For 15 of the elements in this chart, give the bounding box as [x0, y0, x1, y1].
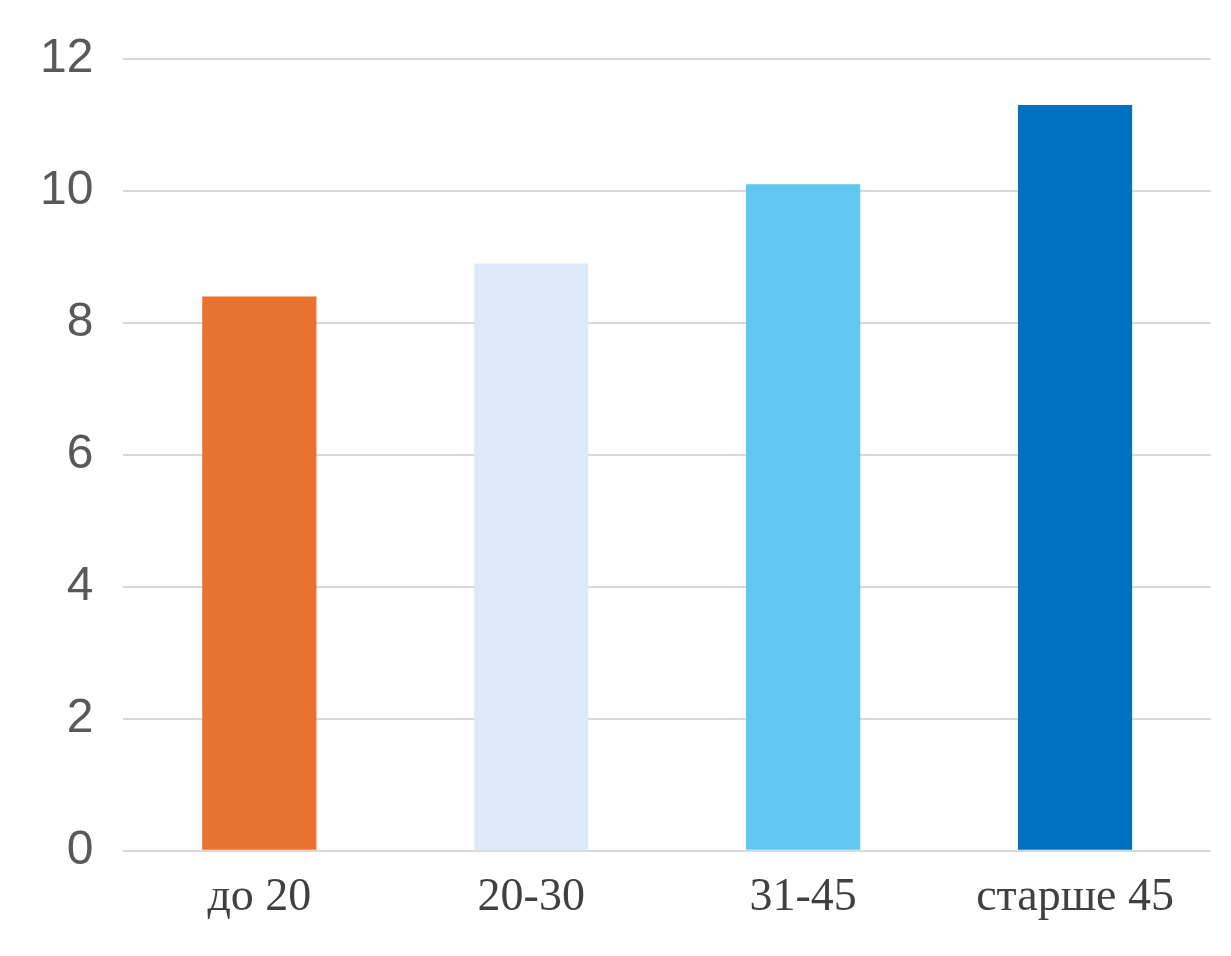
x-tick-label: старше 45 [976, 869, 1174, 921]
y-tick-label: 6 [66, 425, 94, 479]
x-tick-label: 31-45 [749, 869, 857, 921]
bar [1017, 105, 1133, 850]
y-tick-label: 4 [66, 557, 94, 611]
y-tick-label: 2 [66, 689, 94, 743]
x-tick-label: до 20 [207, 869, 312, 921]
y-tick-label: 12 [40, 29, 94, 83]
y-tick-label: 8 [66, 293, 94, 347]
x-tick-label: 20-30 [477, 869, 585, 921]
y-tick-label: 0 [66, 821, 94, 875]
y-tick-label: 10 [40, 161, 94, 215]
bar [474, 263, 589, 850]
bar [746, 184, 861, 850]
bar [202, 296, 317, 850]
